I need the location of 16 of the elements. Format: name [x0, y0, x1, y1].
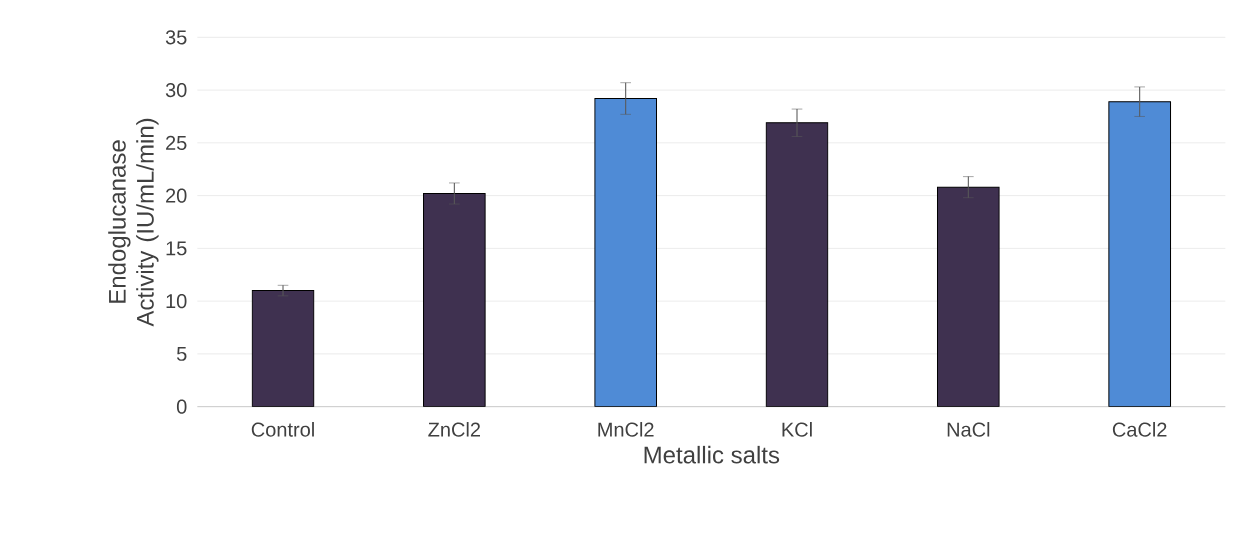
y-tick-label: 25	[166, 135, 187, 150]
x-tick-label: ZnCl2	[428, 422, 481, 437]
x-tick-label: Control	[251, 422, 314, 437]
x-axis-title: Metallic salts	[644, 445, 780, 464]
y-tick-label: 35	[165, 30, 187, 45]
y-tick-label: 20	[166, 188, 187, 203]
x-tick-label: NaCl	[947, 422, 990, 437]
y-tick-label: 15	[166, 241, 187, 256]
y-tick-label: 0	[176, 399, 187, 414]
y-axis-title: Endoglucanase Activity (IU/mL/min)	[108, 118, 159, 327]
y-tick-label: 5	[176, 346, 187, 361]
y-tick-label: 30	[165, 83, 187, 98]
x-tick-label: KCl	[782, 422, 812, 437]
x-tick-label: CaCl2	[1112, 422, 1167, 437]
x-tick-label: MnCl2	[598, 422, 654, 437]
y-tick-label: 10	[166, 294, 187, 309]
